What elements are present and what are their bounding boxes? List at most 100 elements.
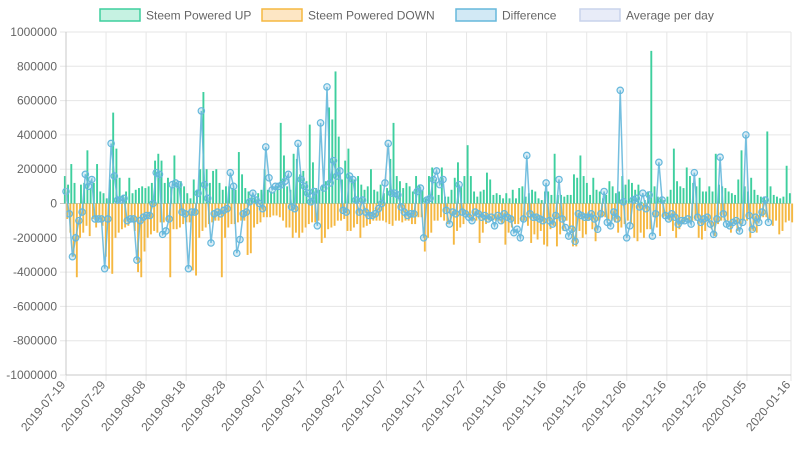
bar-powered-down[interactable] xyxy=(610,203,613,221)
bar-powered-up[interactable] xyxy=(176,182,179,204)
bar-powered-up[interactable] xyxy=(698,177,701,204)
bar-powered-up[interactable] xyxy=(682,188,685,204)
bar-powered-up[interactable] xyxy=(147,186,150,204)
difference-point[interactable] xyxy=(245,197,254,206)
difference-point[interactable] xyxy=(551,211,560,220)
difference-point[interactable] xyxy=(261,143,270,151)
bar-powered-down[interactable] xyxy=(220,203,223,278)
bar-powered-down[interactable] xyxy=(433,203,436,221)
bar-powered-up[interactable] xyxy=(447,196,450,204)
difference-point[interactable] xyxy=(713,215,721,223)
bar-powered-down[interactable] xyxy=(494,203,497,221)
difference-point[interactable] xyxy=(632,194,641,203)
bar-powered-up[interactable] xyxy=(769,186,772,204)
difference-point[interactable] xyxy=(735,227,744,235)
difference-point[interactable] xyxy=(609,208,618,216)
difference-point[interactable] xyxy=(149,199,157,208)
bar-powered-up[interactable] xyxy=(576,177,579,204)
difference-point[interactable] xyxy=(445,220,454,228)
difference-point[interactable] xyxy=(265,173,273,182)
bar-powered-down[interactable] xyxy=(678,203,681,230)
bar-powered-down[interactable] xyxy=(398,203,400,221)
difference-point[interactable] xyxy=(310,187,318,196)
difference-point[interactable] xyxy=(764,218,773,227)
difference-point[interactable] xyxy=(297,175,306,184)
difference-point[interactable] xyxy=(519,215,528,223)
bar-powered-up[interactable] xyxy=(357,176,360,204)
difference-point[interactable] xyxy=(207,239,215,247)
bar-powered-up[interactable] xyxy=(292,153,295,204)
difference-point[interactable] xyxy=(455,180,463,189)
difference-point[interactable] xyxy=(561,223,570,232)
difference-point[interactable] xyxy=(706,220,715,228)
bar-powered-down[interactable] xyxy=(768,203,771,219)
bar-powered-down[interactable] xyxy=(726,203,729,221)
bar-powered-down[interactable] xyxy=(285,203,288,228)
bar-powered-up[interactable] xyxy=(618,191,621,204)
bar-powered-up[interactable] xyxy=(241,174,244,204)
bar-powered-up[interactable] xyxy=(334,71,337,204)
difference-point[interactable] xyxy=(613,215,621,223)
bar-powered-down[interactable] xyxy=(588,203,591,221)
bar-powered-down[interactable] xyxy=(352,203,355,228)
bar-powered-down[interactable] xyxy=(784,203,787,223)
difference-point[interactable] xyxy=(326,179,335,187)
difference-point[interactable] xyxy=(377,199,386,208)
bar-powered-down[interactable] xyxy=(449,203,452,221)
bar-powered-down[interactable] xyxy=(655,203,658,228)
bar-powered-down[interactable] xyxy=(430,203,433,233)
legend-label-2[interactable]: Difference xyxy=(502,9,557,23)
difference-point[interactable] xyxy=(442,206,451,215)
bar-powered-down[interactable] xyxy=(108,203,110,269)
bar-powered-down[interactable] xyxy=(79,203,81,238)
bar-powered-down[interactable] xyxy=(436,203,439,221)
bar-powered-down[interactable] xyxy=(504,203,507,245)
difference-point[interactable] xyxy=(426,194,434,203)
bar-powered-up[interactable] xyxy=(598,191,601,204)
difference-point[interactable] xyxy=(394,191,402,199)
bar-powered-down[interactable] xyxy=(565,203,568,221)
bar-powered-up[interactable] xyxy=(624,184,627,204)
bar-powered-down[interactable] xyxy=(414,203,417,225)
bar-powered-up[interactable] xyxy=(109,179,111,204)
difference-point[interactable] xyxy=(497,216,505,225)
bar-powered-up[interactable] xyxy=(521,186,524,204)
bar-powered-down[interactable] xyxy=(688,203,690,221)
difference-point[interactable] xyxy=(223,204,231,213)
difference-point[interactable] xyxy=(432,167,441,175)
bar-powered-down[interactable] xyxy=(201,203,204,231)
bar-powered-up[interactable] xyxy=(611,186,614,204)
bar-powered-down[interactable] xyxy=(130,203,133,221)
bar-powered-up[interactable] xyxy=(395,176,398,204)
bar-powered-up[interactable] xyxy=(589,194,592,204)
difference-point[interactable] xyxy=(342,208,351,216)
bar-powered-down[interactable] xyxy=(359,203,362,238)
bar-powered-down[interactable] xyxy=(626,203,629,221)
bar-powered-up[interactable] xyxy=(753,189,756,204)
difference-point[interactable] xyxy=(719,209,728,218)
bar-powered-up[interactable] xyxy=(347,148,350,204)
bar-powered-up[interactable] xyxy=(737,179,740,204)
bar-powered-up[interactable] xyxy=(740,150,743,204)
bar-powered-up[interactable] xyxy=(415,176,418,204)
difference-point[interactable] xyxy=(419,234,428,242)
difference-point[interactable] xyxy=(71,234,80,242)
bar-powered-up[interactable] xyxy=(299,174,302,204)
bar-powered-down[interactable] xyxy=(275,203,278,216)
difference-point[interactable] xyxy=(732,216,741,225)
bar-powered-up[interactable] xyxy=(244,188,247,204)
bar-powered-up[interactable] xyxy=(492,194,495,204)
difference-point[interactable] xyxy=(616,86,625,95)
difference-point[interactable] xyxy=(410,209,418,218)
bar-powered-up[interactable] xyxy=(373,189,376,204)
bar-powered-up[interactable] xyxy=(518,188,521,204)
bar-powered-down[interactable] xyxy=(253,203,255,228)
bar-powered-down[interactable] xyxy=(597,203,600,221)
bar-powered-down[interactable] xyxy=(175,203,178,230)
bar-powered-up[interactable] xyxy=(701,191,704,204)
bar-powered-down[interactable] xyxy=(704,203,707,231)
difference-point[interactable] xyxy=(323,83,331,91)
bar-powered-down[interactable] xyxy=(294,203,297,233)
bar-powered-up[interactable] xyxy=(743,186,746,204)
difference-point[interactable] xyxy=(107,139,115,148)
